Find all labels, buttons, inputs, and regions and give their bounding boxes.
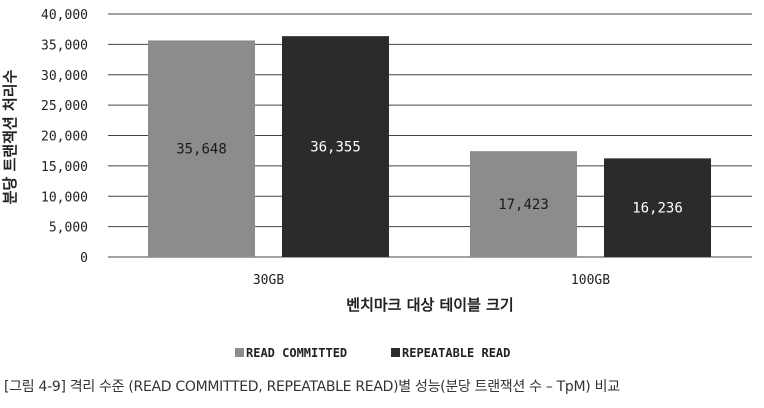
bar-read-committed-100gb (470, 151, 577, 257)
y-tick-label: 25,000 (41, 99, 88, 114)
y-tick-label: 40,000 (41, 8, 88, 23)
bar-repeatable-read-30gb (282, 36, 389, 258)
figure-caption: [그림 4-9] 격리 수준 (READ COMMITTED, REPEATAB… (4, 379, 620, 395)
bar-repeatable-read-100gb (604, 158, 711, 257)
legend-label: READ COMMITTED (246, 346, 347, 360)
y-axis-ticks: 0 5,000 10,000 15,000 20,000 25,000 30,000 35,0… (41, 8, 88, 266)
x-axis-label: 벤치마크 대상 테이블 크기 (346, 296, 513, 314)
x-category-label: 30GB (253, 273, 284, 288)
legend: READ COMMITTED REPEATABLE READ (235, 346, 510, 360)
x-category-label: 100GB (571, 273, 610, 288)
legend-label: REPEATABLE READ (402, 346, 510, 360)
y-tick-label: 20,000 (41, 130, 88, 145)
data-label: 35,648 (176, 142, 227, 158)
data-label: 16,236 (632, 201, 683, 217)
y-tick-label: 0 (80, 251, 88, 266)
y-tick-label: 15,000 (41, 160, 88, 175)
legend-swatch (391, 348, 400, 357)
x-axis-categories: 30GB 100GB (253, 273, 610, 288)
bar-chart: 0 5,000 10,000 15,000 20,000 25,000 30,000 35,0… (1, 8, 752, 360)
y-tick-label: 30,000 (41, 69, 88, 84)
y-axis-label: 분당 트랜잭션 처리수 (1, 69, 19, 204)
y-tick-label: 5,000 (49, 221, 88, 236)
bars: 35,648 36,355 17,423 16,236 (148, 36, 711, 258)
y-tick-label: 10,000 (41, 190, 88, 205)
bar-read-committed-30gb (148, 40, 255, 257)
data-label: 36,355 (310, 140, 361, 156)
data-label: 17,423 (498, 197, 549, 213)
legend-swatch (235, 348, 244, 357)
y-tick-label: 35,000 (41, 38, 88, 53)
